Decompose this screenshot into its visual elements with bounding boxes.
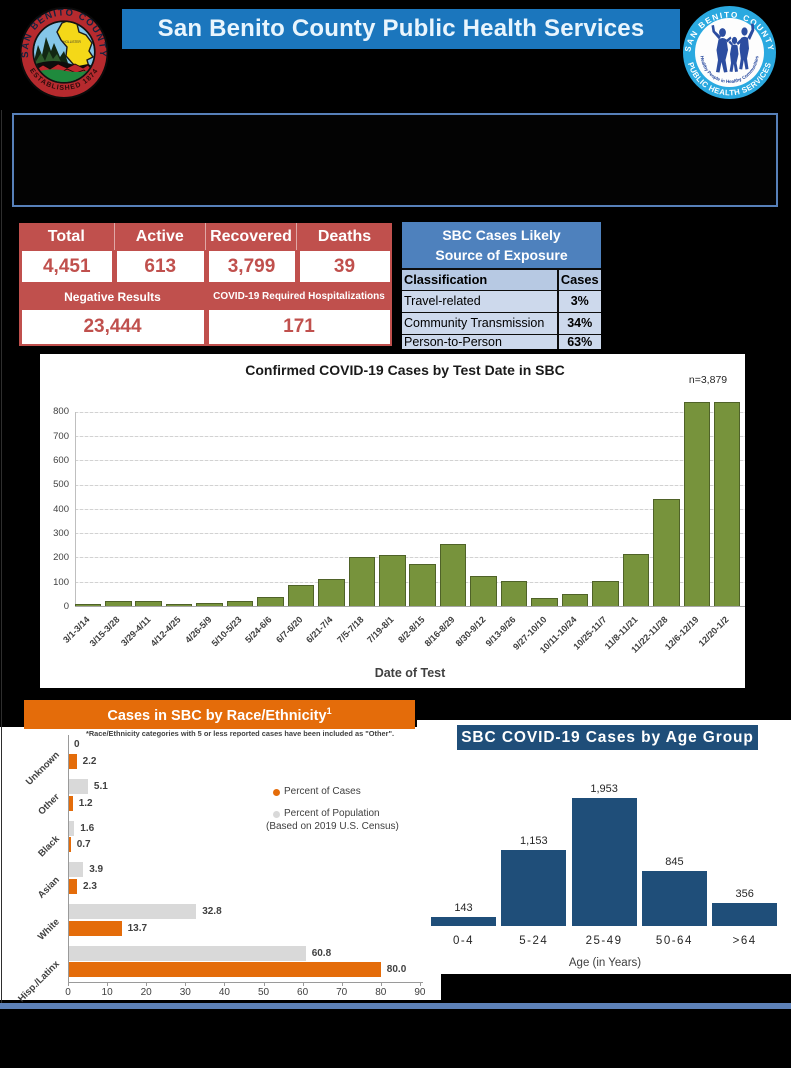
svg-text:HOLLISTER: HOLLISTER <box>63 40 81 44</box>
